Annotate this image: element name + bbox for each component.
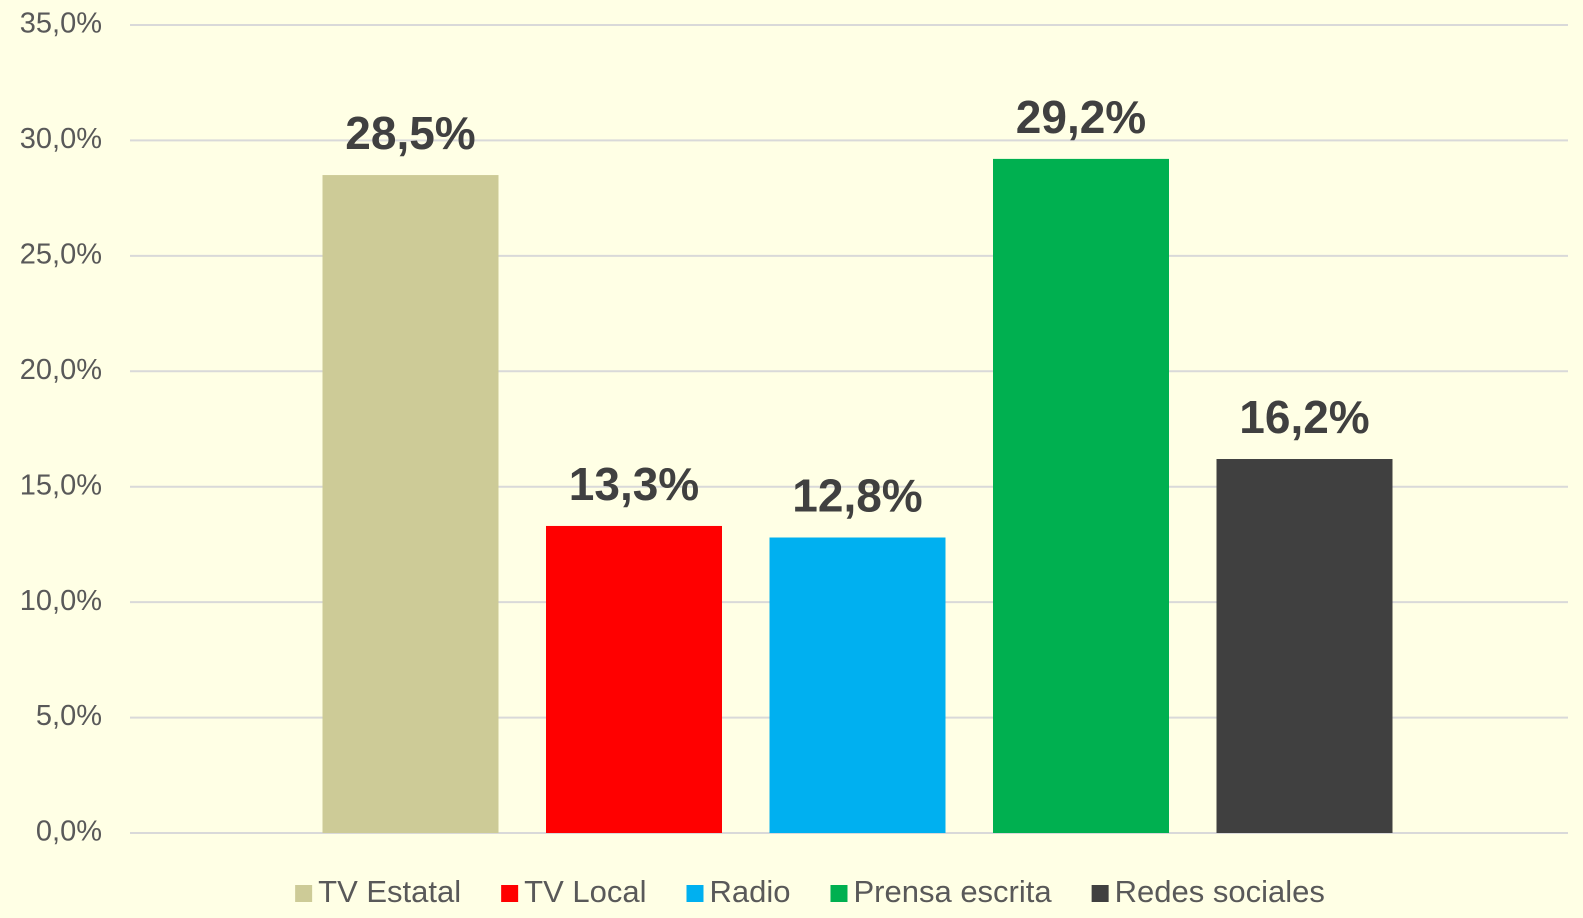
- data-label: 12,8%: [792, 470, 922, 522]
- legend-label: Radio: [709, 874, 790, 909]
- data-label: 16,2%: [1239, 391, 1369, 443]
- legend-label: Redes sociales: [1115, 874, 1325, 909]
- legend-swatch: [501, 885, 519, 902]
- legend-swatch: [1091, 885, 1109, 902]
- legend-swatch: [295, 885, 313, 902]
- bar: [322, 175, 499, 834]
- y-tick-label: 15,0%: [20, 469, 102, 501]
- y-tick-label: 0,0%: [36, 816, 102, 848]
- y-tick-label: 30,0%: [20, 123, 102, 155]
- data-label: 13,3%: [569, 458, 699, 510]
- bar: [769, 537, 946, 833]
- legend-label: TV Local: [524, 874, 646, 909]
- legend-swatch: [830, 885, 848, 902]
- data-label: 29,2%: [1016, 91, 1146, 143]
- bar: [993, 158, 1169, 833]
- data-label: 28,5%: [345, 107, 475, 159]
- legend-label: Prensa escrita: [853, 874, 1052, 909]
- y-tick-label: 10,0%: [20, 585, 102, 617]
- y-tick-label: 20,0%: [20, 354, 102, 386]
- bar: [546, 525, 722, 833]
- y-tick-label: 5,0%: [36, 700, 102, 732]
- bar: [1216, 459, 1393, 833]
- legend-label: TV Estatal: [318, 874, 461, 909]
- y-tick-label: 25,0%: [20, 239, 102, 271]
- y-tick-label: 35,0%: [20, 8, 102, 40]
- legend-swatch: [686, 885, 704, 902]
